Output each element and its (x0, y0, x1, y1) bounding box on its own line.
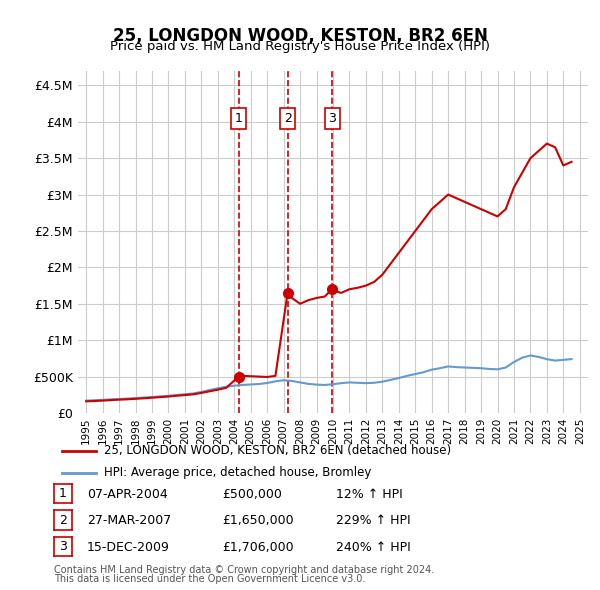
Text: Price paid vs. HM Land Registry's House Price Index (HPI): Price paid vs. HM Land Registry's House … (110, 40, 490, 53)
Text: 07-APR-2004: 07-APR-2004 (87, 488, 168, 501)
Text: 25, LONGDON WOOD, KESTON, BR2 6EN: 25, LONGDON WOOD, KESTON, BR2 6EN (113, 27, 487, 45)
Text: Contains HM Land Registry data © Crown copyright and database right 2024.: Contains HM Land Registry data © Crown c… (54, 565, 434, 575)
Text: £1,706,000: £1,706,000 (222, 541, 293, 554)
Text: 12% ↑ HPI: 12% ↑ HPI (336, 488, 403, 501)
Text: 2: 2 (284, 112, 292, 125)
Text: £500,000: £500,000 (222, 488, 282, 501)
Text: 240% ↑ HPI: 240% ↑ HPI (336, 541, 411, 554)
Text: 1: 1 (235, 112, 242, 125)
Text: £1,650,000: £1,650,000 (222, 514, 293, 527)
Text: 27-MAR-2007: 27-MAR-2007 (87, 514, 171, 527)
Text: 3: 3 (59, 540, 67, 553)
Text: 1: 1 (59, 487, 67, 500)
Text: 2: 2 (59, 513, 67, 527)
Text: 229% ↑ HPI: 229% ↑ HPI (336, 514, 410, 527)
Text: 25, LONGDON WOOD, KESTON, BR2 6EN (detached house): 25, LONGDON WOOD, KESTON, BR2 6EN (detac… (104, 444, 452, 457)
Text: 3: 3 (328, 112, 336, 125)
Text: 15-DEC-2009: 15-DEC-2009 (87, 541, 170, 554)
Text: HPI: Average price, detached house, Bromley: HPI: Average price, detached house, Brom… (104, 466, 372, 479)
Text: This data is licensed under the Open Government Licence v3.0.: This data is licensed under the Open Gov… (54, 574, 365, 584)
